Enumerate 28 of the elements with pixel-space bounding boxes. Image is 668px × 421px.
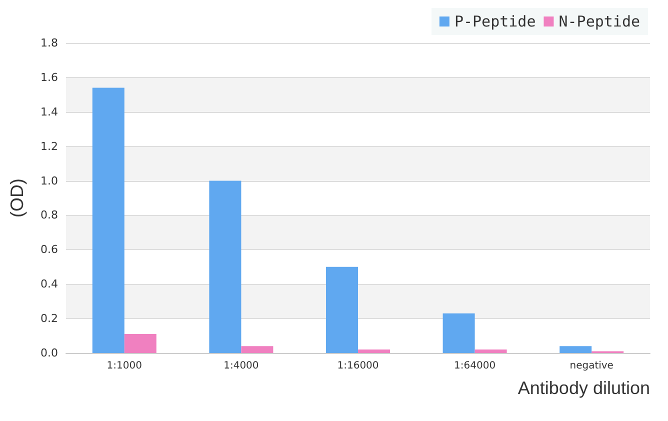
x-axis-title: Antibody dilution [518, 378, 650, 398]
bar [209, 180, 242, 353]
bar [241, 346, 274, 353]
y-axis-title: (OD) [7, 178, 27, 218]
legend-label: N-Peptide [558, 12, 640, 30]
y-tick-label: 0.0 [40, 346, 58, 360]
bar [474, 350, 507, 353]
y-tick-label: 1.6 [40, 70, 58, 84]
y-tick-label: 1.4 [40, 105, 58, 118]
x-tick-label: 1:1000 [106, 360, 142, 372]
bar [442, 313, 475, 353]
bar [560, 346, 592, 353]
bar [326, 266, 358, 353]
x-tick-label: 1:64000 [454, 360, 496, 372]
y-tick-label: 1.2 [40, 140, 58, 153]
y-tick-label: 1.0 [40, 174, 58, 188]
y-tick-label: 0.4 [40, 278, 58, 291]
y-tick-label: 1.8 [40, 36, 58, 50]
y-tick-label: 0.2 [40, 312, 58, 326]
x-tick-label: 1:16000 [337, 360, 379, 372]
y-tick-label: 0.6 [40, 243, 58, 256]
y-tick-label: 0.8 [40, 208, 58, 222]
bar [124, 334, 156, 353]
bar [92, 88, 124, 353]
bar [358, 350, 390, 353]
x-tick-label: 1:4000 [224, 360, 259, 372]
x-tick-label: negative [570, 360, 614, 372]
legend-label: P-Peptide [454, 12, 536, 30]
